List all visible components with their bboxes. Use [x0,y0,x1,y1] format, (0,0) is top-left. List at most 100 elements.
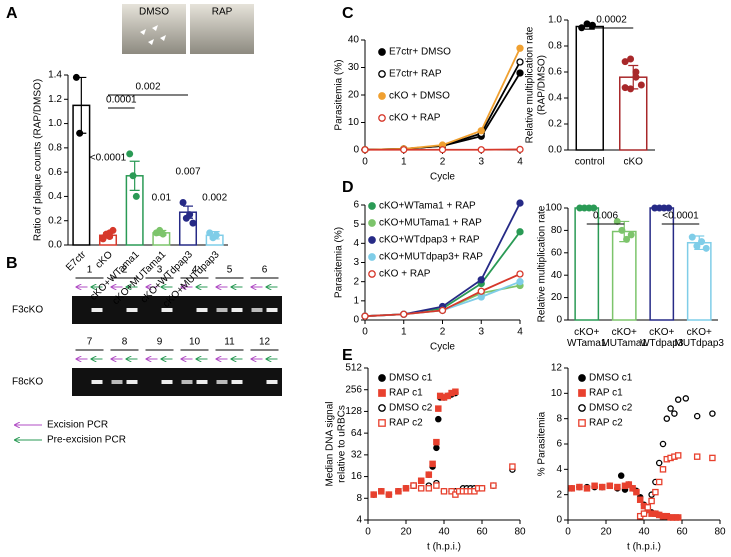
x-tick-label: 60 [676,527,688,538]
point [378,419,386,427]
point [477,276,485,284]
legend-label: cKO + DMSO [389,91,450,102]
point [361,312,369,320]
gel-band [196,380,208,384]
y-tick-label: 0.0 [48,240,62,251]
point [378,92,386,100]
y-tick-label: 0.8 [48,142,62,153]
point [590,204,598,212]
y-tick-label: 2 [556,489,562,500]
point [627,55,635,63]
point [417,477,425,485]
y-tick-label: 1.0 [548,15,562,26]
y-tick-label: 80 [551,225,563,236]
point [655,478,663,486]
point [378,389,386,397]
y-tick-label: 16 [351,471,363,482]
point [368,236,376,244]
gel-band [231,308,243,312]
point [659,440,667,448]
point [435,415,442,423]
point [633,488,640,496]
point [368,202,376,210]
point [378,404,386,412]
point [129,172,137,180]
point [378,48,386,56]
x-tick-label: 20 [400,527,412,538]
point [400,310,408,318]
legend-label: DMSO c1 [389,373,433,384]
panel-label: B [6,255,18,272]
point [652,488,659,496]
x-tick-label: cKO+MUTdpap3 [675,327,725,349]
y-tick-label: 32 [351,449,363,460]
x-axis-title: t (h.p.i.) [427,542,461,553]
legend-label: RAP c1 [389,388,423,399]
point [698,238,706,246]
point [106,233,114,240]
x-tick-label: 2 [440,157,446,168]
lane-number: 1 [87,265,93,276]
y-tick-label: 30 [348,62,360,73]
point [693,453,701,460]
gel-band [196,308,208,312]
y-tick-label: 3 [353,257,359,268]
point [438,306,447,315]
point [578,419,586,427]
bar [575,25,604,151]
point [452,491,459,498]
y-tick-label: 5 [353,219,359,230]
point [477,287,485,295]
legend-label: cKO+WTama1 + RAP [379,201,476,212]
y-tick-label: 0.0 [548,145,562,156]
y-axis-title: % Parasitemia [537,411,548,476]
point [663,415,671,422]
gel-band [161,308,173,312]
point [402,485,410,492]
point [400,146,408,154]
y-tick-label: 6 [353,200,359,211]
x-tick-label: 2 [440,327,446,338]
gel-legend: Excision PCR [47,420,108,431]
x-tick-label-line: cKO+ [649,327,674,338]
y-tick-label: 60 [551,247,563,258]
y-tick-label: 12 [551,363,563,374]
legend-label: DMSO c2 [589,403,633,414]
x-tick-label: 4 [517,327,523,338]
lane-number: 6 [262,265,268,276]
y-tick-label: 10 [348,117,360,128]
point [433,444,440,452]
point [682,395,690,402]
point [490,482,497,489]
gel-band [91,308,103,312]
point [636,496,644,503]
y-tick-label: 256 [345,384,362,395]
lane-number: 4 [192,265,198,276]
x-tick-label: 60 [476,527,488,538]
y-tick-label: 64 [351,428,363,439]
point [578,389,586,397]
lane-number: 12 [259,337,271,348]
x-axis-title: t (h.p.i.) [627,542,661,553]
point [655,459,663,467]
gel-image [72,368,282,396]
point [583,485,591,492]
point [618,226,626,234]
point [688,233,696,241]
gel-band [126,380,138,384]
point [433,482,440,489]
legend-label: E7ctr+ DMSO [389,47,451,58]
y-axis-title: Median DNA signal [325,401,336,486]
x-tick-label-line: cKO+ [612,327,637,338]
p-value: <0.0001 [90,153,127,164]
gel-band [111,380,123,384]
legend-label: RAP c2 [389,418,423,429]
point [477,127,485,135]
point [516,278,524,286]
y-axis-title: Parasitemia (%) [334,227,345,298]
series-line [364,72,521,151]
y-axis-title: relative to uRBCs [337,405,348,483]
point [440,488,448,495]
